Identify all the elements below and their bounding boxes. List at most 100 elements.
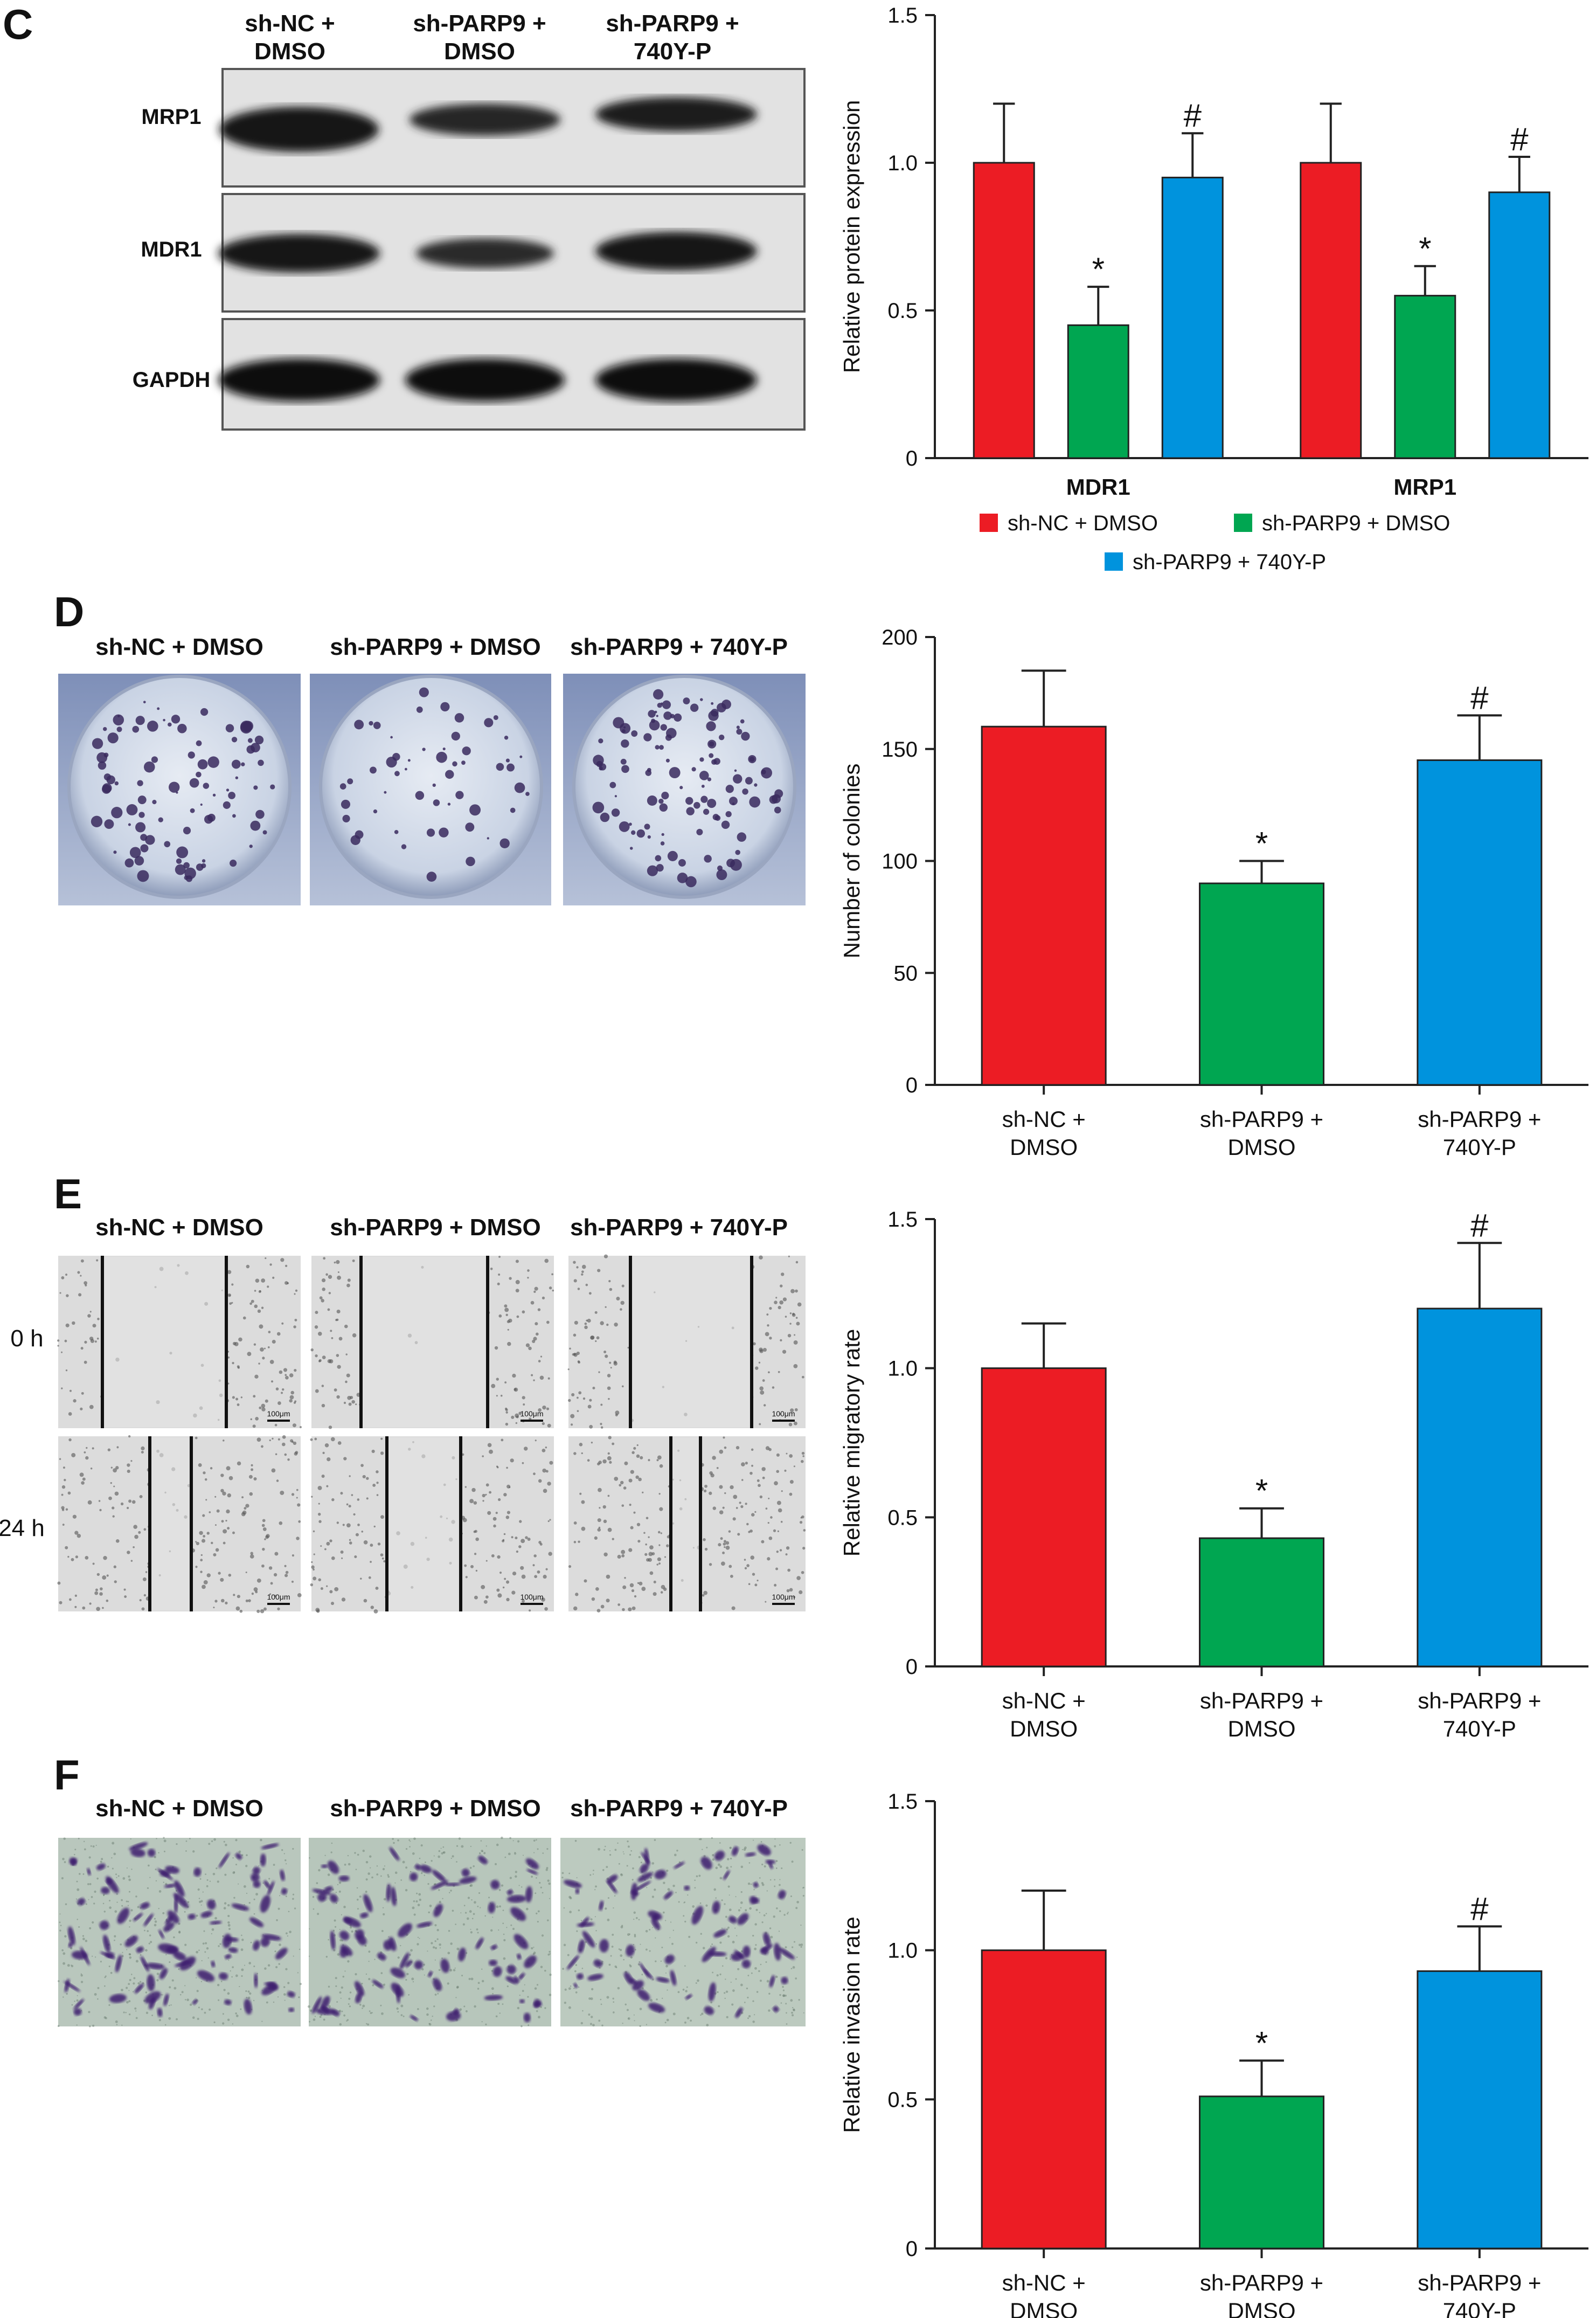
membrane-pore <box>416 1892 418 1894</box>
colony-dot <box>342 814 350 822</box>
membrane-pore <box>192 2016 195 2019</box>
invaded-cell <box>519 1999 525 2004</box>
cell-speck <box>469 1499 474 1504</box>
membrane-pore <box>92 1921 94 1924</box>
colony-dot <box>439 827 449 838</box>
membrane-pore <box>538 2016 540 2019</box>
membrane-pore <box>233 1871 235 1873</box>
membrane-pore <box>665 1972 667 1974</box>
membrane-pore <box>323 2018 325 2021</box>
membrane-pore <box>542 1852 544 1854</box>
cell-speck <box>65 1369 68 1372</box>
cell-speck <box>799 1520 803 1524</box>
cell-speck <box>793 1596 796 1599</box>
membrane-pore <box>405 1889 408 1892</box>
membrane-pore <box>712 1971 714 1974</box>
membrane-pore <box>228 1960 230 1961</box>
cell-speck <box>366 1477 369 1480</box>
membrane-pore <box>197 1888 200 1891</box>
cell-speck <box>328 1275 332 1279</box>
invaded-cell <box>644 1848 650 1866</box>
colony-dot <box>392 753 400 761</box>
y-tick-label: 1.0 <box>887 1357 918 1381</box>
invaded-cell <box>328 1860 339 1874</box>
membrane-pore <box>383 1983 386 1986</box>
membrane-pore <box>100 1961 102 1963</box>
cell-speck <box>497 1282 500 1285</box>
cell-speck <box>632 1451 635 1454</box>
cell-speck <box>357 1524 360 1526</box>
membrane-pore <box>107 1865 109 1868</box>
cell-speck <box>786 1546 790 1550</box>
cell-speck <box>594 1536 598 1540</box>
invaded-cell <box>774 1943 781 1961</box>
invaded-cell <box>484 1995 503 2001</box>
cell-speck <box>360 1577 362 1580</box>
colony-dot <box>158 817 163 822</box>
invaded-cell <box>781 1976 788 1984</box>
colony-dot <box>230 860 237 867</box>
membrane-pore <box>400 1945 401 1947</box>
cell-speck <box>138 1531 141 1534</box>
cell-speck <box>571 1393 575 1396</box>
cell-speck <box>624 1577 626 1579</box>
membrane-pore <box>365 1861 369 1864</box>
cell-speck <box>277 1401 281 1405</box>
invaded-cell <box>140 1956 149 1972</box>
membrane-pore <box>79 1873 81 1875</box>
membrane-pore <box>406 1973 409 1976</box>
invaded-cell <box>731 1952 744 1961</box>
membrane-pore <box>184 1943 187 1946</box>
colony-dot <box>725 811 732 818</box>
cell-speck <box>128 1435 131 1438</box>
colony-dot <box>254 735 264 745</box>
cell-speck <box>758 1484 761 1487</box>
invaded-cell <box>399 1952 410 1970</box>
cell-speck <box>725 1545 730 1550</box>
membrane-pore <box>740 1907 742 1909</box>
invaded-cell <box>388 1936 397 1952</box>
membrane-pore <box>439 1900 441 1904</box>
wound-gap <box>388 1437 460 1610</box>
membrane-pore <box>421 1872 423 1874</box>
cell-speck <box>723 1540 726 1543</box>
membrane-pore <box>330 1851 332 1853</box>
membrane-pore <box>480 1907 481 1908</box>
membrane-pore <box>547 1953 550 1956</box>
colony-dot <box>741 731 750 741</box>
blot-strip-mrp1 <box>219 68 806 188</box>
membrane-pore <box>220 1981 223 1982</box>
cell-speck <box>765 1507 768 1510</box>
cell-speck <box>621 1554 625 1558</box>
cell-speck <box>80 1275 82 1277</box>
cell-speck <box>84 1281 88 1285</box>
membrane-pore <box>114 1910 117 1913</box>
membrane-pore <box>802 1886 804 1888</box>
membrane-pore <box>713 1888 717 1891</box>
invaded-cell <box>768 1862 773 1869</box>
membrane-pore <box>110 1971 113 1974</box>
colony-dot <box>709 753 714 758</box>
membrane-pore <box>796 1956 798 1958</box>
membrane-pore <box>394 1871 398 1874</box>
cell-speck <box>800 1517 802 1519</box>
cell-speck <box>292 1423 296 1428</box>
cell-speck <box>527 1269 530 1272</box>
membrane-pore <box>452 1909 454 1912</box>
membrane-pore <box>58 1980 60 1982</box>
membrane-pore <box>752 2000 754 2002</box>
cell-speck <box>610 1367 612 1369</box>
bar <box>1394 295 1456 459</box>
membrane-pore <box>697 1979 699 1982</box>
membrane-pore <box>652 1871 654 1873</box>
membrane-pore <box>508 1852 511 1856</box>
membrane-pore <box>262 1882 264 1884</box>
membrane-pore <box>512 1928 515 1930</box>
cell-speck <box>750 1529 753 1533</box>
membrane-pore <box>590 1918 593 1921</box>
membrane-pore <box>116 1901 118 1903</box>
membrane-pore <box>431 1860 433 1862</box>
membrane-pore <box>747 2017 749 2019</box>
invaded-cell <box>140 1902 150 1909</box>
cell-speck <box>273 1573 277 1577</box>
